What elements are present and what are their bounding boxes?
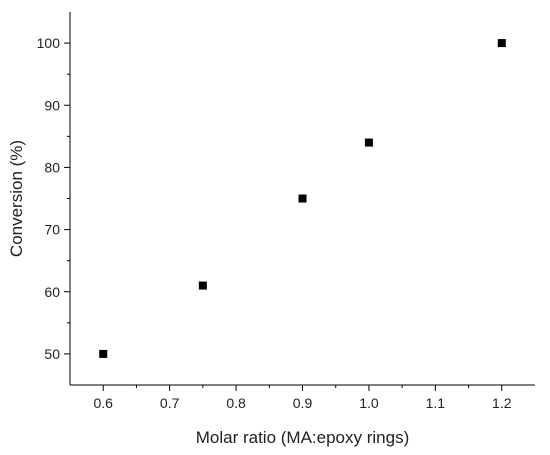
data-point xyxy=(364,138,373,147)
y-tick-label: 90 xyxy=(44,97,60,113)
data-points xyxy=(99,39,506,358)
x-tick-label: 1.1 xyxy=(426,395,446,411)
y-tick-label: 50 xyxy=(44,346,60,362)
x-tick-label: 0.6 xyxy=(93,395,113,411)
x-tick-label: 1.0 xyxy=(359,395,379,411)
data-point xyxy=(198,281,207,290)
x-axis-title: Molar ratio (MA:epoxy rings) xyxy=(196,428,410,447)
data-point xyxy=(99,349,108,358)
x-axis-ticks: 0.6 0.7 0.8 0.9 1.0 1.1 1.2 xyxy=(93,385,512,411)
data-point xyxy=(497,39,506,48)
data-point xyxy=(298,194,307,203)
y-tick-label: 70 xyxy=(44,222,60,238)
y-axis-ticks: 50 60 70 80 90 100 xyxy=(37,35,70,362)
y-tick-label: 100 xyxy=(37,35,61,51)
x-tick-label: 1.2 xyxy=(492,395,512,411)
x-tick-label: 0.8 xyxy=(226,395,246,411)
x-tick-label: 0.7 xyxy=(160,395,180,411)
x-tick-label: 0.9 xyxy=(293,395,313,411)
y-tick-label: 80 xyxy=(44,159,60,175)
y-axis-title: Conversion (%) xyxy=(7,140,26,257)
y-tick-label: 60 xyxy=(44,284,60,300)
